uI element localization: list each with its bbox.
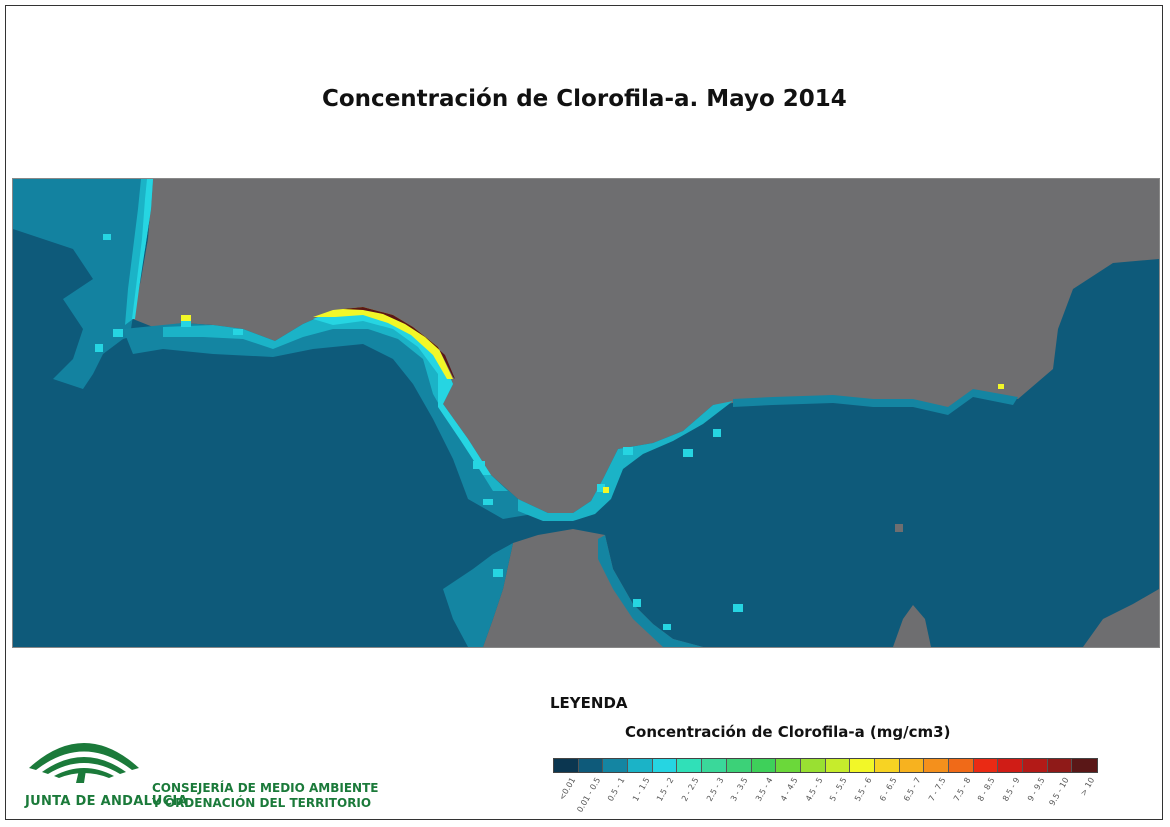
department-name: CONSEJERÍA DE MEDIO AMBIENTE Y ORDENACIÓ…: [152, 781, 378, 811]
coastal-band-alboran-north: [733, 389, 1018, 415]
land-alboran-island: [895, 524, 903, 532]
legend-subtitle: Concentración de Clorofila-a (mg/cm3): [625, 723, 951, 741]
legend-swatch: [874, 759, 900, 772]
legend-swatch: [726, 759, 752, 772]
coastal-band-gulf-mid: [163, 309, 508, 491]
chlorophyll-map: [12, 178, 1160, 648]
legend-swatch: [973, 759, 999, 772]
land-iberia: [133, 179, 1159, 513]
coastal-band-morocco-east: [598, 535, 703, 647]
legend-swatch: [702, 759, 727, 772]
legend-swatch: [751, 759, 777, 772]
brand-name: JUNTA DE ANDALUCIA: [25, 794, 188, 809]
land-east-coast: [1083, 589, 1159, 647]
legend-color-scale: [553, 758, 1099, 773]
coastal-band-west-peak: [132, 179, 153, 319]
legend-swatch: [603, 759, 629, 772]
coastal-peak-spots: [181, 315, 1004, 493]
legend-swatch: [825, 759, 851, 772]
legend-swatch: [949, 759, 974, 772]
legend-swatch: [1047, 759, 1073, 772]
legend-swatch: [998, 759, 1024, 772]
map-title: Concentración de Clorofila-a. Mayo 2014: [322, 86, 847, 112]
coastal-band-gulf-peak: [313, 307, 453, 379]
legend-swatch: [776, 759, 801, 772]
legend-swatch: [850, 759, 875, 772]
land-morocco: [483, 529, 703, 647]
legend-swatch: [578, 759, 604, 772]
map-canvas: [13, 179, 1159, 647]
coastal-band-strait: [518, 401, 733, 521]
legend-swatch: [554, 759, 579, 772]
department-line-2: Y ORDENACIÓN DEL TERRITORIO: [152, 796, 372, 810]
page-frame: [5, 5, 1163, 820]
legend-swatch: [924, 759, 949, 772]
legend-heading: LEYENDA: [550, 694, 628, 712]
legend-swatch: [677, 759, 703, 772]
junta-andalucia-logo-icon: [29, 743, 139, 783]
legend-swatch: [652, 759, 678, 772]
legend-swatch: [628, 759, 653, 772]
legend-swatch: [800, 759, 826, 772]
coastal-band-gulf-high: [313, 309, 491, 475]
department-line-1: CONSEJERÍA DE MEDIO AMBIENTE: [152, 781, 379, 795]
coastal-band-gulf-max: [343, 307, 455, 379]
coastal-hotspots: [95, 234, 743, 630]
legend-swatch: [899, 759, 925, 772]
legend-swatch: [1023, 759, 1048, 772]
coastal-band-west-outer: [13, 179, 163, 389]
legend-swatch: [1072, 759, 1098, 772]
land-algeria-coast: [893, 605, 931, 647]
